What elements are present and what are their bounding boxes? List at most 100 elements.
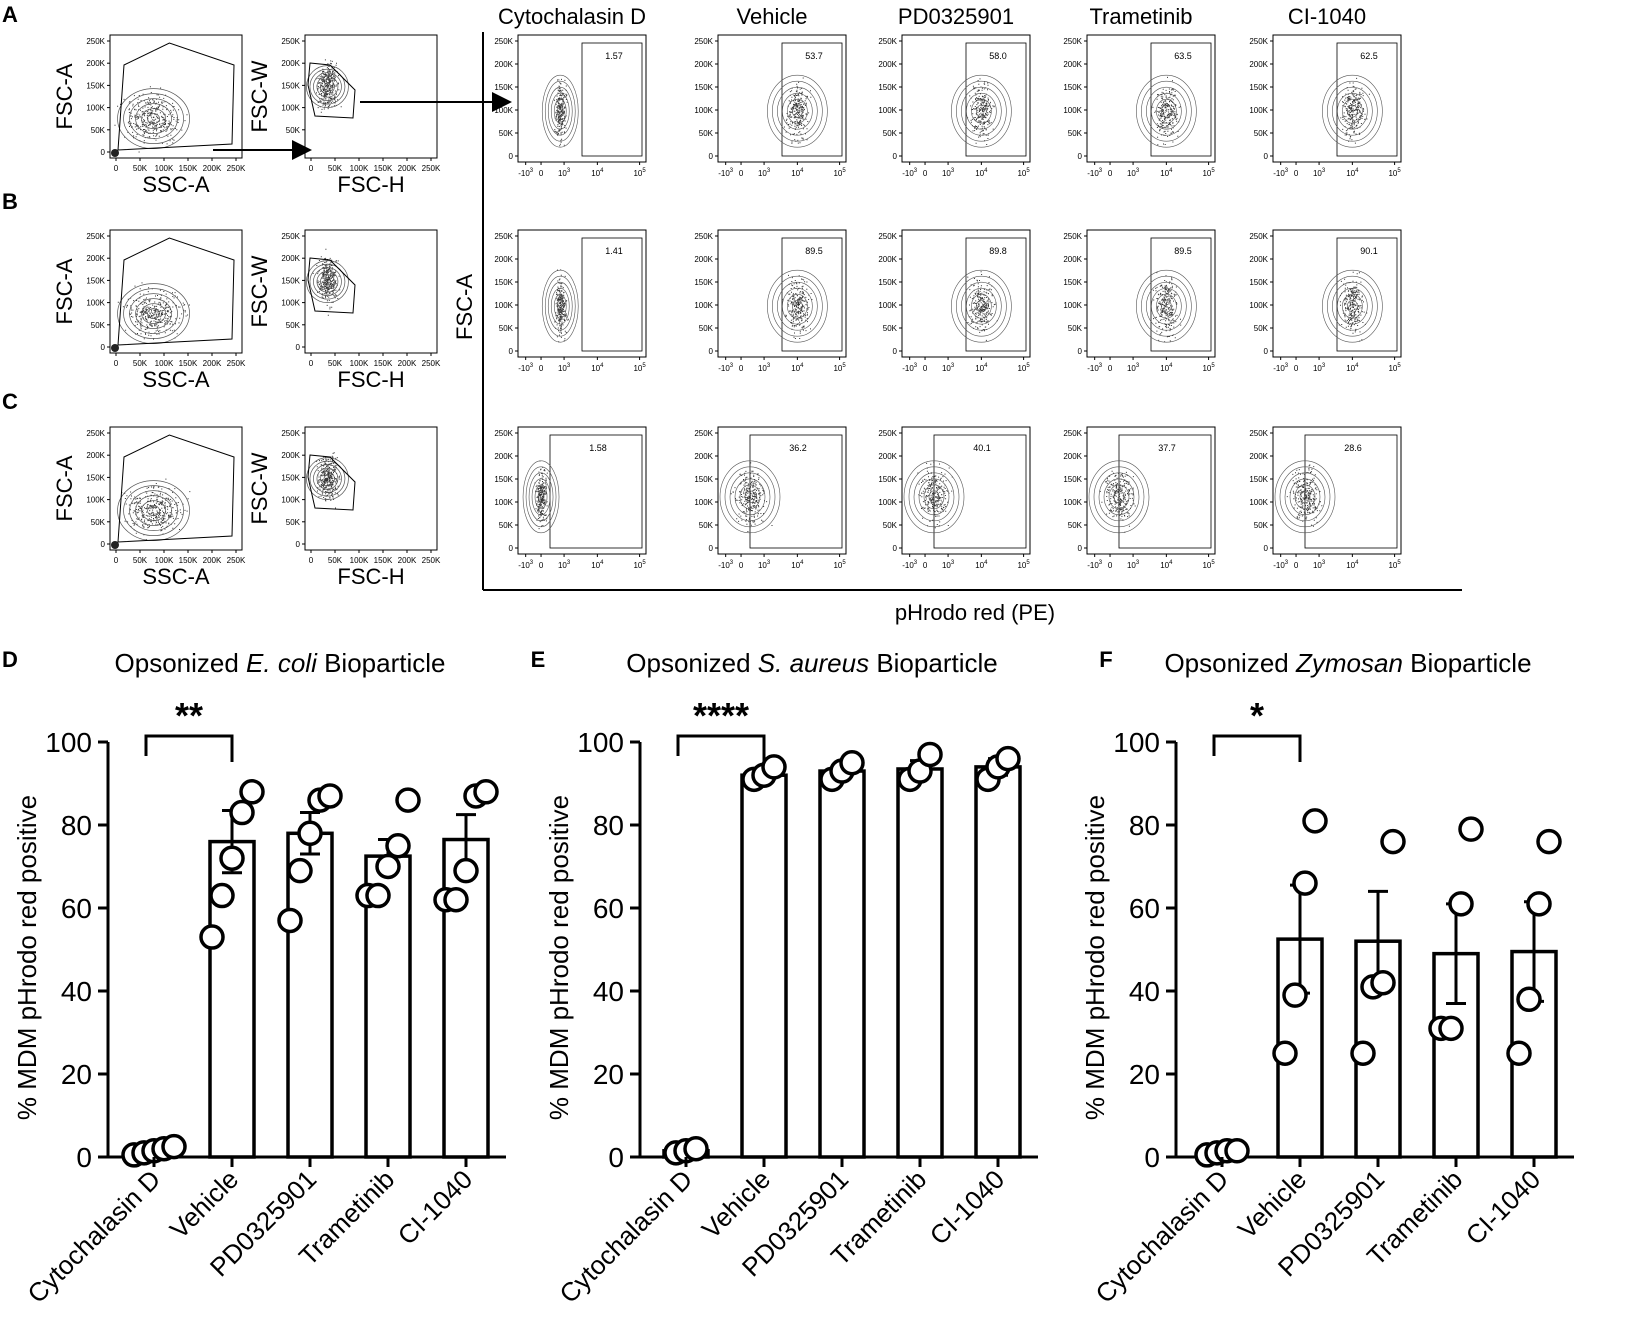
y-tick-label: 150K	[281, 81, 300, 90]
condition-title-2: PD0325901	[898, 4, 1014, 29]
y-tick-label: 200K	[1063, 60, 1082, 69]
x-tick-label: -103	[1087, 363, 1103, 373]
y-tick-label: 100	[45, 727, 92, 758]
density-contour	[141, 500, 166, 521]
y-tick-label: 0	[1078, 347, 1083, 356]
debris-cluster	[111, 344, 119, 352]
gate-polygon	[307, 454, 356, 511]
x-tick-label: 103	[758, 560, 771, 570]
x-tick-label: 104	[1160, 168, 1173, 178]
y-tick-label: 50K	[883, 324, 898, 333]
x-tick-label: 0	[923, 169, 928, 178]
x-tick-label: 104	[1346, 168, 1359, 178]
density-contour	[976, 104, 987, 118]
gating-ylabel: FSC-W	[247, 255, 272, 327]
data-point	[1350, 1040, 1376, 1066]
flow-plot-frame	[901, 229, 1031, 358]
x-tick-label: 103	[942, 363, 955, 373]
flow-plot-r0-c1: 0 50K 100K 150K 200K 250K 53.7	[694, 34, 847, 165]
flow-events	[967, 271, 998, 341]
y-tick-label: 150K	[281, 473, 300, 482]
y-tick-label: 200K	[1063, 255, 1082, 264]
y-tick-label: 150K	[86, 473, 105, 482]
positive-gate	[781, 42, 843, 157]
y-tick-label: 60	[593, 893, 624, 924]
data-point	[395, 787, 421, 813]
data-point	[761, 754, 787, 780]
x-tick-label: 150K	[179, 359, 198, 368]
x-tick-label: 250K	[227, 359, 246, 368]
x-tick-label: 0	[1294, 561, 1299, 570]
y-tick-label: 50K	[1254, 129, 1269, 138]
flow-plot-r2-c4: 0 50K 100K 150K 200K 250K 28.6	[1249, 426, 1402, 557]
x-tick-label-4: CI-1040	[1460, 1164, 1547, 1251]
gate-polygon	[117, 237, 235, 346]
y-tick-label: 50K	[286, 518, 301, 527]
y-tick-label: 50K	[699, 521, 714, 530]
x-tick-label: 103	[758, 363, 771, 373]
density-contour	[729, 472, 771, 522]
x-tick-label: 100K	[350, 556, 369, 565]
x-tick-label: 103	[1127, 168, 1140, 178]
density-contour	[141, 108, 166, 129]
y-tick-label: 50K	[883, 521, 898, 530]
data-point	[1380, 828, 1406, 855]
y-tick-label: 100K	[694, 498, 713, 507]
condition-title-1: Vehicle	[737, 4, 808, 29]
panel-letter-f: F	[1099, 647, 1112, 672]
y-tick-label: 0	[101, 148, 106, 157]
y-tick-label: 250K	[281, 37, 300, 46]
data-point	[277, 907, 303, 934]
x-tick-label: 103	[942, 168, 955, 178]
y-axis-title: % MDM pHrodo red positive	[1080, 795, 1110, 1120]
gating-plot-fsch-row-2: 0 50K 100K 150K 200K 250K 0 50K 100K 150K 200K 250K…	[247, 426, 441, 589]
positive-gate	[1118, 434, 1212, 549]
density-contour	[734, 478, 766, 516]
density-contour	[1332, 86, 1373, 136]
y-tick-label: 50K	[91, 126, 106, 135]
y-tick-label: 60	[1129, 893, 1160, 924]
x-tick-label: 105	[833, 560, 846, 570]
density-contour	[541, 269, 579, 343]
positive-gate	[581, 237, 643, 352]
x-tick-label: 250K	[227, 164, 246, 173]
x-tick-label: 100K	[155, 164, 174, 173]
gating-xlabel: SSC-A	[142, 367, 210, 392]
flow-plot-frame	[517, 34, 647, 163]
y-tick-label: 0	[893, 152, 898, 161]
x-tick-label: 250K	[422, 359, 441, 368]
x-tick-label: 0	[114, 359, 119, 368]
x-tick-label: 100K	[350, 164, 369, 173]
x-tick-label: 200K	[203, 359, 222, 368]
bar-4	[974, 765, 1022, 1159]
data-point	[453, 857, 479, 884]
density-contour	[767, 74, 828, 148]
x-tick-label: 0	[1108, 364, 1113, 373]
flow-plot-frame	[1086, 426, 1216, 555]
density-contour	[1103, 478, 1135, 516]
x-tick-label: 105	[633, 560, 646, 570]
flow-plot-frame	[717, 426, 847, 555]
gate-percent: 62.5	[1360, 51, 1378, 61]
gate-percent: 89.8	[989, 246, 1007, 256]
flow-events	[917, 461, 953, 529]
density-contour	[961, 281, 1002, 331]
density-contour	[541, 74, 579, 148]
x-tick-label: 105	[1017, 168, 1030, 178]
data-point	[1458, 816, 1484, 842]
x-tick-label: -103	[718, 560, 734, 570]
gate-percent: 90.1	[1360, 246, 1378, 256]
density-contour	[1156, 293, 1177, 319]
data-point	[1516, 986, 1542, 1013]
positive-gate	[933, 434, 1027, 549]
y-tick-label: 150K	[494, 475, 513, 484]
data-point	[1448, 891, 1474, 917]
significance-stars: *	[1250, 695, 1264, 736]
y-tick-label: 20	[1129, 1059, 1160, 1090]
y-tick-label: 20	[61, 1059, 92, 1090]
density-contour	[1113, 490, 1125, 504]
panel-letter-a: A	[2, 2, 18, 27]
y-tick-label: 100K	[1249, 498, 1268, 507]
data-point	[917, 741, 943, 768]
bar-chart-e: Opsonized S. aureus Bioparticle 0 20 40 60 80…	[544, 648, 1038, 1309]
